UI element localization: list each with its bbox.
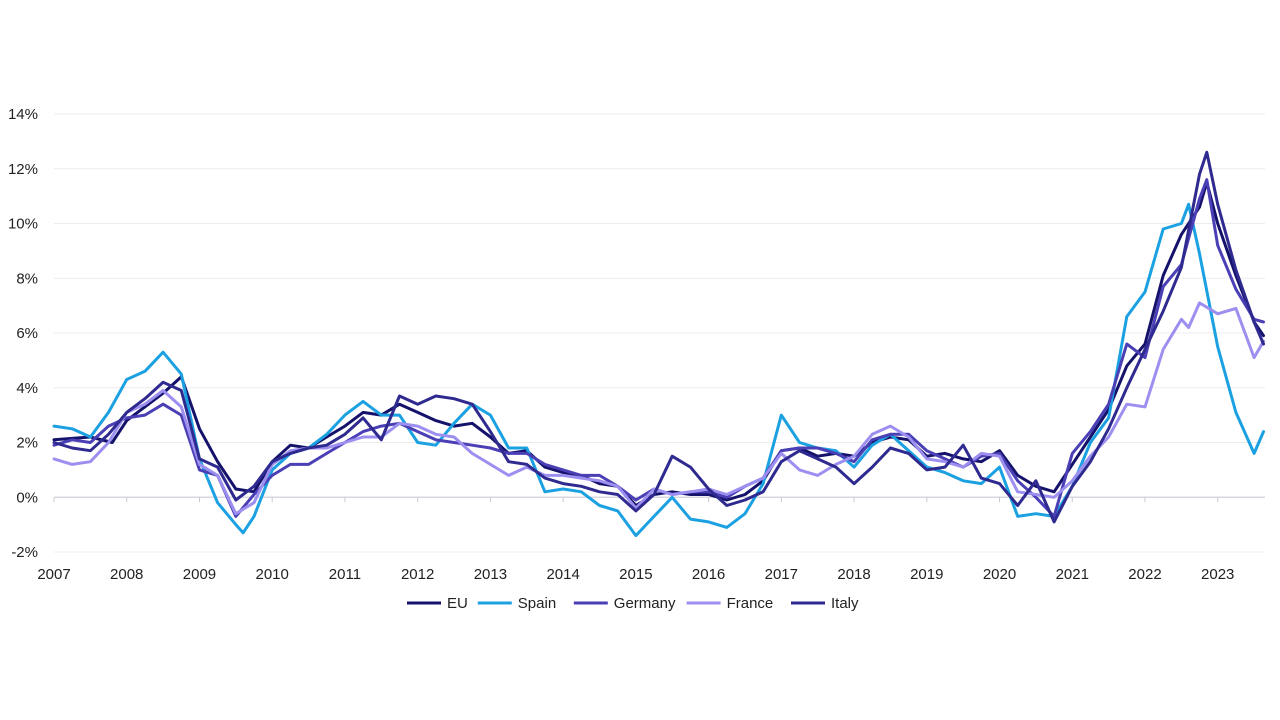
x-tick-label: 2016 <box>692 566 725 583</box>
y-axis-ticks: -2% 0% 2% 4% 6% 8% 10% 12% 14% <box>8 106 38 561</box>
y-tick-label: 2% <box>16 435 38 452</box>
y-tick-label: 6% <box>16 325 38 342</box>
x-tick-label: 2010 <box>256 566 289 583</box>
x-tick-label: 2019 <box>910 566 943 583</box>
x-tick-label: 2015 <box>619 566 652 583</box>
legend-label-france: France <box>727 595 774 612</box>
series-line-italy <box>52 150 1265 524</box>
series-line-spain <box>52 202 1265 538</box>
legend-label-spain: Spain <box>518 595 556 612</box>
series-line-france <box>52 301 1265 516</box>
x-tick-label: 2023 <box>1201 566 1234 583</box>
x-tick-label: 2007 <box>37 566 70 583</box>
y-tick-label: 0% <box>16 489 38 506</box>
x-tick-label: 2022 <box>1128 566 1161 583</box>
x-tick-label: 2020 <box>983 566 1016 583</box>
x-tick-label: 2011 <box>329 566 361 583</box>
y-tick-label: 10% <box>8 216 38 233</box>
x-axis-ticks: 2007 2008 2009 2010 2011 2012 2013 2014 2015 2016… <box>37 497 1234 583</box>
y-tick-label: 4% <box>16 380 38 397</box>
x-tick-label: 2008 <box>110 566 143 583</box>
y-tick-label: -2% <box>11 544 38 561</box>
y-tick-label: 8% <box>16 270 38 287</box>
legend-label-eu: EU <box>447 595 468 612</box>
y-tick-label: 14% <box>8 106 38 123</box>
x-tick-label: 2017 <box>765 566 798 583</box>
x-tick-label: 2012 <box>401 566 434 583</box>
x-tick-label: 2021 <box>1056 566 1089 583</box>
legend: EU Spain Germany France Italy <box>407 595 859 612</box>
series-line-eu <box>52 180 1265 507</box>
legend-label-germany: Germany <box>614 595 676 612</box>
x-tick-label: 2009 <box>183 566 216 583</box>
series-lines <box>52 150 1265 538</box>
x-tick-label: 2018 <box>837 566 870 583</box>
x-tick-label: 2014 <box>546 566 579 583</box>
x-tick-label: 2013 <box>474 566 507 583</box>
legend-label-italy: Italy <box>831 595 859 612</box>
y-tick-label: 12% <box>8 161 38 178</box>
